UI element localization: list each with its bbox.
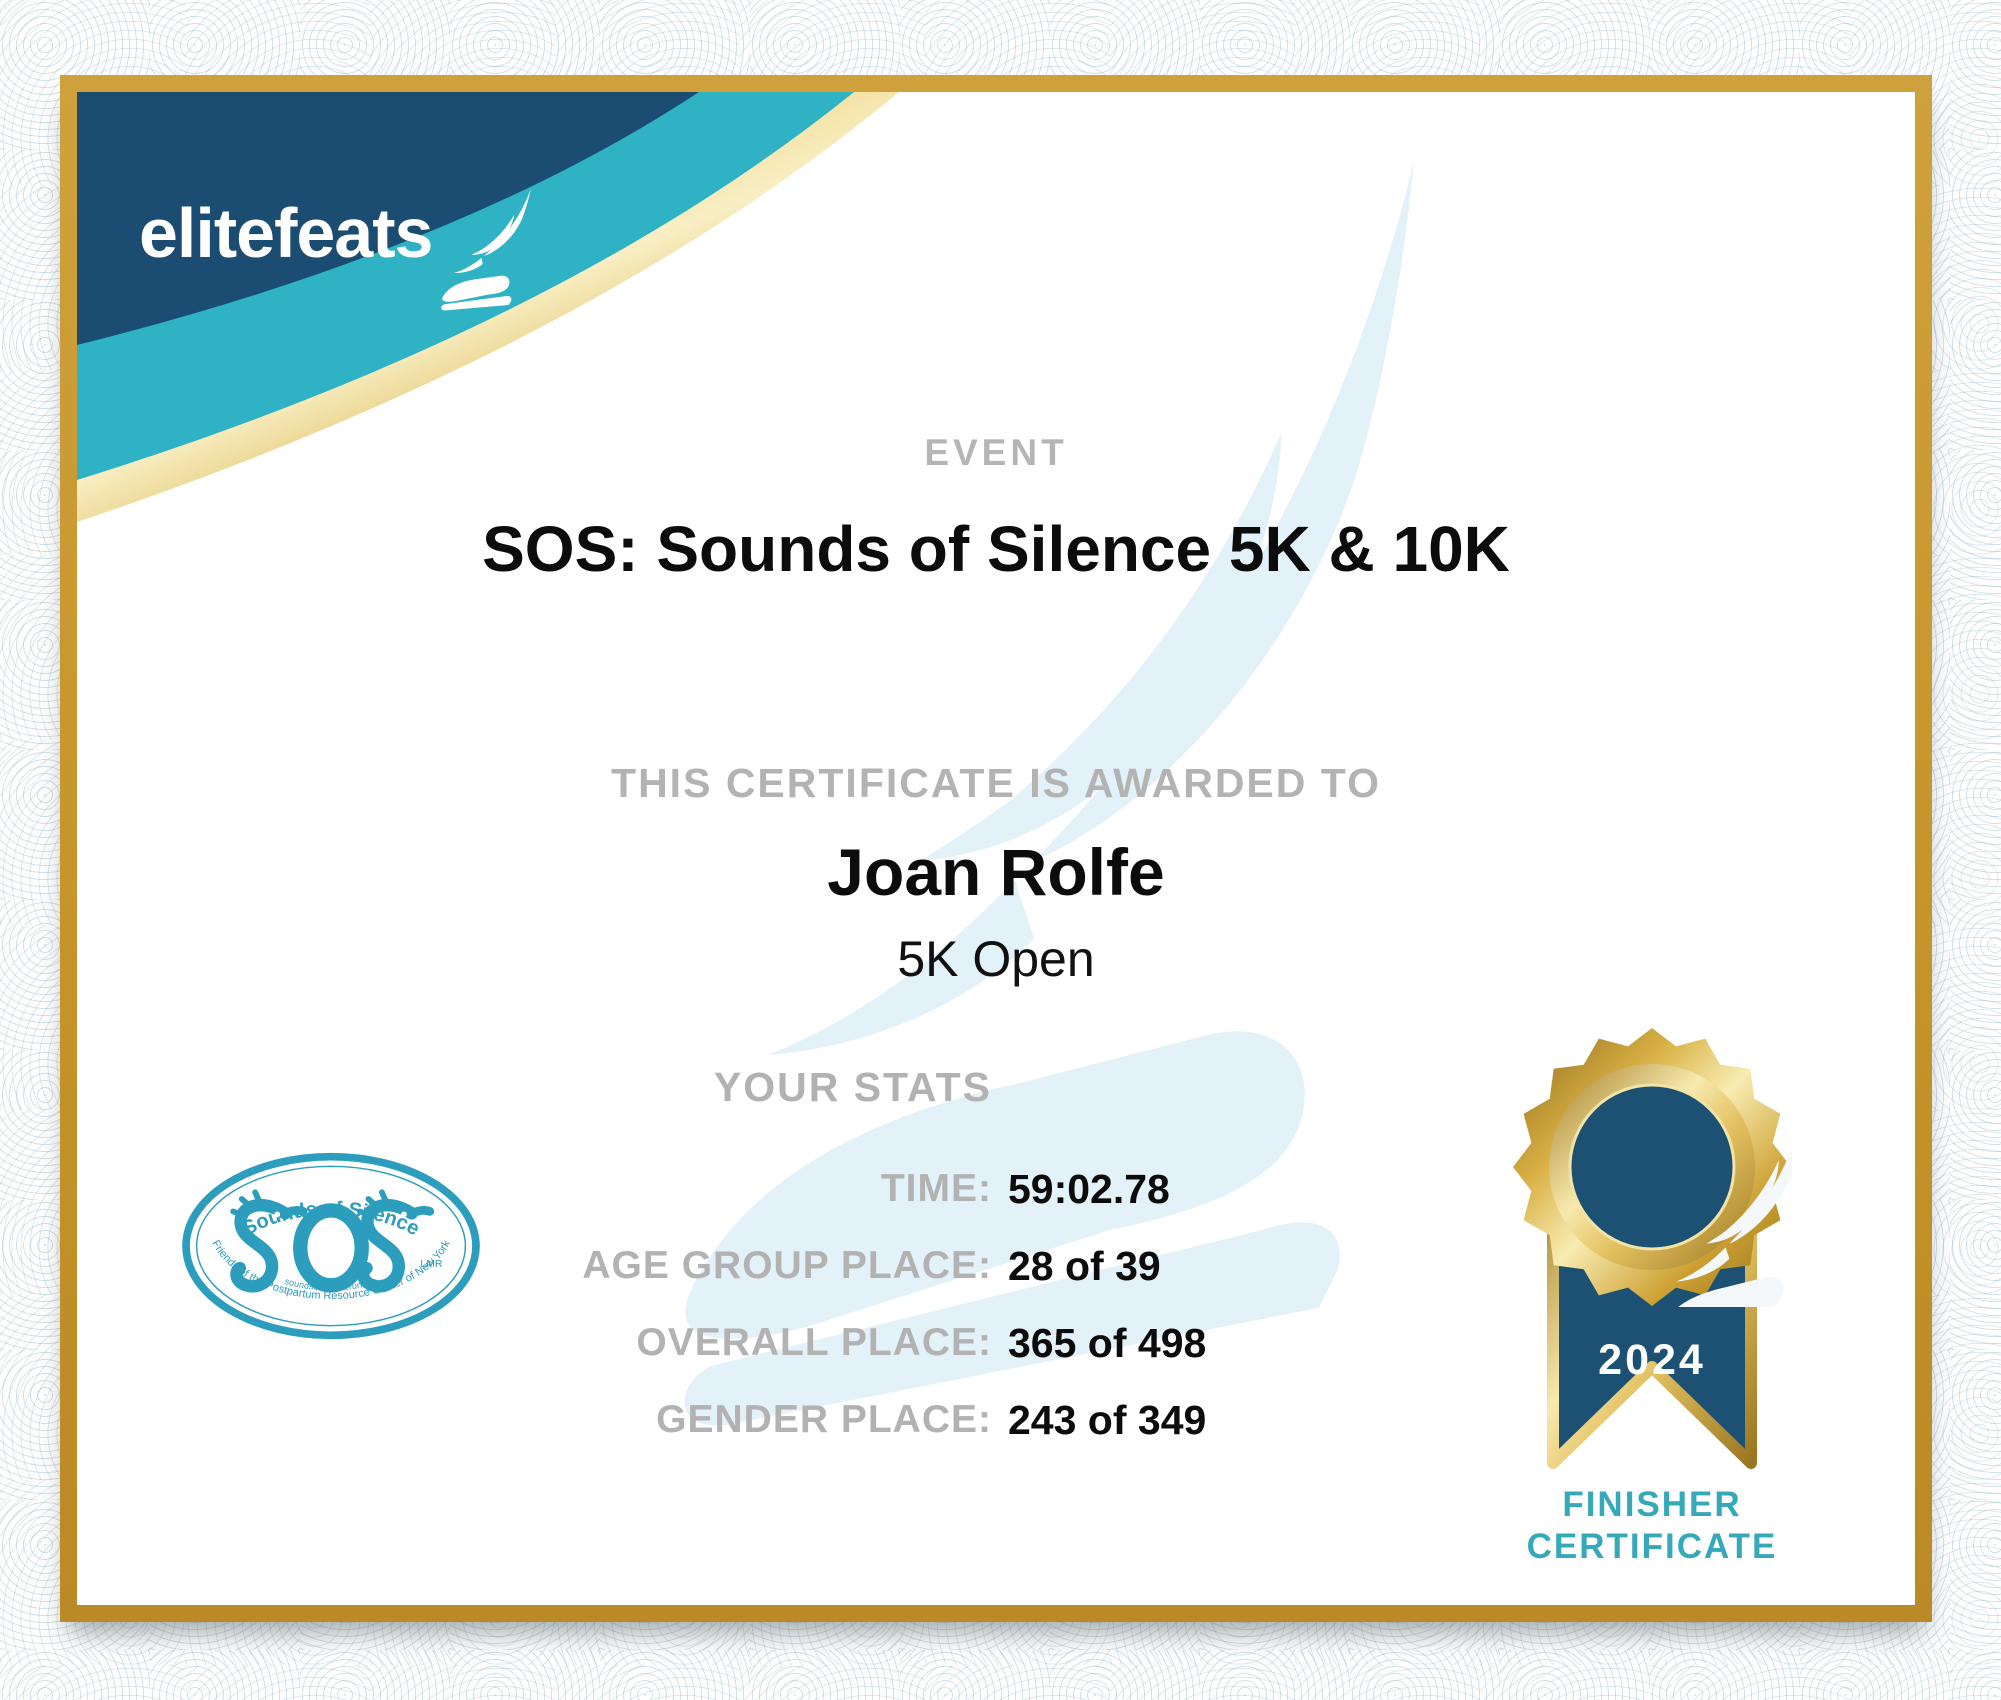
awarded-to-line: THIS CERTIFICATE IS AWARDED TO <box>611 760 1381 806</box>
certificate-body: elitefeats EVENT SOS: Sounds of Silence … <box>77 92 1915 1605</box>
brand-logo-text: elitefeats <box>139 194 433 272</box>
stats-block: TIME: 59:02.78 AGE GROUP PLACE: 28 of 39… <box>77 1164 1477 1472</box>
brand-logo: elitefeats <box>139 180 538 325</box>
stat-row-time: TIME: 59:02.78 <box>77 1164 1477 1214</box>
stat-label: TIME: <box>880 1167 992 1210</box>
badge-caption-line1: FINISHER <box>1562 1485 1742 1524</box>
sos-logo-lmr: LMR <box>420 1258 443 1270</box>
stat-label: GENDER PLACE: <box>656 1398 992 1441</box>
stat-value: 243 of 349 <box>1008 1396 1207 1443</box>
recipient-name: Joan Rolfe <box>827 835 1165 909</box>
stats-heading: YOUR STATS <box>713 1064 992 1110</box>
gold-frame: elitefeats EVENT SOS: Sounds of Silence … <box>60 75 1932 1622</box>
seahorse-right <box>356 1189 435 1293</box>
badge-rosette <box>1513 1028 1792 1307</box>
stat-label: OVERALL PLACE: <box>636 1321 992 1364</box>
stat-value: 28 of 39 <box>1008 1242 1161 1289</box>
stat-value: 365 of 498 <box>1008 1319 1207 1366</box>
seahorse-right-eye <box>401 1211 407 1218</box>
header-swoosh <box>77 92 899 522</box>
stat-row-age-group-place: AGE GROUP PLACE: 28 of 39 <box>77 1241 1477 1291</box>
stat-value: 59:02.78 <box>1008 1165 1170 1212</box>
race-division: 5K Open <box>897 931 1095 987</box>
stat-label: AGE GROUP PLACE: <box>582 1244 992 1287</box>
sos-event-logo: Sounds of Silence LMR <box>182 1152 480 1340</box>
event-label: EVENT <box>924 432 1068 473</box>
stat-row-gender-place: GENDER PLACE: 243 of 349 <box>77 1395 1477 1445</box>
sos-letter-o <box>293 1203 369 1293</box>
seahorse-left-eye <box>274 1211 281 1218</box>
seahorse-left <box>230 1189 308 1293</box>
badge-caption: FINISHER CERTIFICATE <box>1482 1484 1822 1568</box>
winged-foot-icon <box>431 175 546 330</box>
stat-row-overall-place: OVERALL PLACE: 365 of 498 <box>77 1318 1477 1368</box>
event-title: SOS: Sounds of Silence 5K & 10K <box>482 513 1510 585</box>
badge-caption-line2: CERTIFICATE <box>1526 1527 1778 1566</box>
badge-year: 2024 <box>1598 1336 1706 1384</box>
